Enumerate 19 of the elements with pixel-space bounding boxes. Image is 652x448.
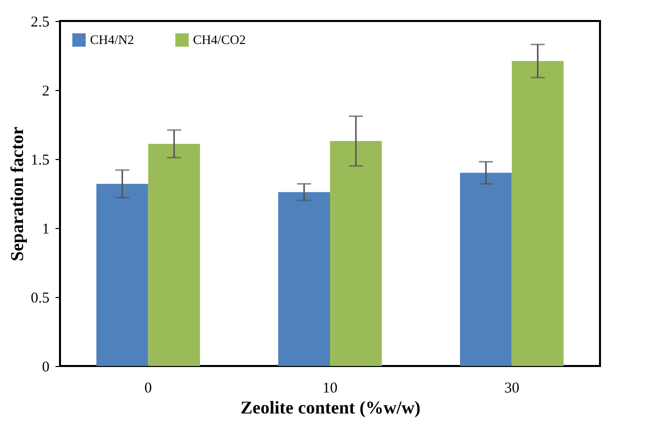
- bar: [330, 141, 382, 366]
- y-tick-label: 0.5: [30, 290, 50, 306]
- x-axis-title: Zeolite content (%w/w): [240, 398, 420, 418]
- bar: [278, 192, 330, 366]
- x-tick-label: 10: [322, 380, 338, 396]
- legend-label: CH4/N2: [90, 32, 134, 47]
- x-tick-label: 30: [504, 380, 520, 396]
- bar: [148, 144, 200, 366]
- y-tick-label: 2.5: [30, 14, 50, 30]
- bar: [96, 184, 148, 366]
- bar: [460, 172, 512, 366]
- y-axis-title: Separation factor: [6, 126, 27, 262]
- legend-label: CH4/CO2: [193, 32, 246, 47]
- bar: [512, 61, 564, 366]
- y-tick-label: 2: [42, 84, 50, 100]
- y-tick-label: 1.5: [30, 152, 50, 168]
- x-tick-label: 0: [144, 380, 152, 396]
- y-tick-label: 1: [42, 222, 50, 238]
- y-tick-label: 0: [42, 360, 50, 376]
